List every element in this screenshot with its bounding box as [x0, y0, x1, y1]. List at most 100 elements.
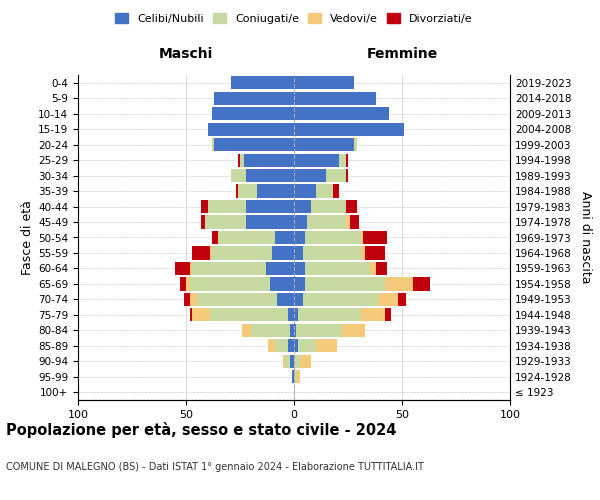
Bar	[294, 231, 305, 244]
Text: COMUNE DI MALEGNO (BS) - Dati ISTAT 1° gennaio 2024 - Elaborazione TUTTITALIA.IT: COMUNE DI MALEGNO (BS) - Dati ISTAT 1° g…	[6, 462, 424, 472]
Bar	[298, 340, 316, 352]
Bar	[385, 278, 413, 290]
Bar	[247, 200, 294, 213]
Bar	[294, 92, 376, 105]
Bar	[294, 370, 296, 384]
Text: Femmine: Femmine	[367, 47, 437, 61]
Bar	[240, 154, 244, 166]
Bar	[292, 370, 294, 384]
Bar	[193, 246, 210, 260]
Bar	[201, 216, 205, 228]
Bar	[232, 76, 294, 90]
Bar	[361, 246, 365, 260]
Bar	[294, 184, 316, 198]
Bar	[305, 262, 370, 275]
Bar	[350, 216, 359, 228]
Bar	[361, 231, 363, 244]
Bar	[272, 246, 294, 260]
Bar	[413, 278, 430, 290]
Bar	[212, 138, 214, 151]
Bar	[294, 169, 326, 182]
Bar	[370, 262, 376, 275]
Bar	[296, 324, 341, 337]
Bar	[208, 122, 294, 136]
Bar	[184, 293, 190, 306]
Bar	[346, 169, 348, 182]
Bar	[294, 308, 298, 322]
Bar	[305, 231, 361, 244]
Bar	[244, 154, 294, 166]
Bar	[232, 169, 247, 182]
Bar	[326, 169, 346, 182]
Bar	[294, 216, 307, 228]
Bar	[363, 231, 387, 244]
Bar	[294, 122, 404, 136]
Bar	[341, 324, 365, 337]
Bar	[214, 138, 294, 151]
Bar	[208, 200, 247, 213]
Bar	[290, 324, 294, 337]
Bar	[212, 107, 294, 120]
Bar	[294, 246, 302, 260]
Bar	[294, 278, 305, 290]
Bar	[210, 308, 287, 322]
Bar	[346, 154, 348, 166]
Bar	[197, 293, 277, 306]
Bar	[190, 293, 197, 306]
Bar	[398, 293, 406, 306]
Bar	[190, 278, 270, 290]
Bar	[294, 200, 311, 213]
Bar	[201, 200, 208, 213]
Legend: Celibi/Nubili, Coniugati/e, Vedovi/e, Divorziati/e: Celibi/Nubili, Coniugati/e, Vedovi/e, Di…	[111, 9, 477, 29]
Bar	[238, 154, 240, 166]
Bar	[298, 308, 361, 322]
Bar	[385, 308, 391, 322]
Bar	[301, 354, 311, 368]
Bar	[257, 184, 294, 198]
Bar	[294, 138, 355, 151]
Bar	[294, 76, 355, 90]
Bar	[190, 308, 193, 322]
Bar	[302, 293, 378, 306]
Y-axis label: Fasce di età: Fasce di età	[21, 200, 34, 275]
Bar	[302, 246, 361, 260]
Bar	[340, 154, 346, 166]
Bar	[251, 324, 290, 337]
Bar	[361, 308, 385, 322]
Bar	[214, 92, 294, 105]
Bar	[268, 340, 275, 352]
Bar	[346, 200, 356, 213]
Bar	[290, 354, 294, 368]
Bar	[294, 154, 340, 166]
Bar	[190, 262, 193, 275]
Bar	[287, 340, 294, 352]
Bar	[175, 262, 190, 275]
Bar	[346, 216, 350, 228]
Bar	[294, 340, 298, 352]
Bar	[218, 231, 275, 244]
Bar	[316, 340, 337, 352]
Text: Popolazione per età, sesso e stato civile - 2024: Popolazione per età, sesso e stato civil…	[6, 422, 397, 438]
Bar	[296, 370, 301, 384]
Bar	[242, 324, 251, 337]
Bar	[179, 278, 186, 290]
Bar	[378, 293, 398, 306]
Bar	[238, 184, 257, 198]
Bar	[294, 107, 389, 120]
Bar	[186, 278, 190, 290]
Bar	[287, 308, 294, 322]
Bar	[294, 293, 302, 306]
Bar	[210, 246, 212, 260]
Bar	[270, 278, 294, 290]
Bar	[275, 231, 294, 244]
Bar	[193, 308, 210, 322]
Bar	[316, 184, 333, 198]
Bar	[247, 216, 294, 228]
Bar	[376, 262, 387, 275]
Bar	[212, 246, 272, 260]
Bar	[294, 262, 305, 275]
Y-axis label: Anni di nascita: Anni di nascita	[578, 191, 592, 284]
Bar	[247, 169, 294, 182]
Bar	[355, 138, 356, 151]
Bar	[294, 324, 296, 337]
